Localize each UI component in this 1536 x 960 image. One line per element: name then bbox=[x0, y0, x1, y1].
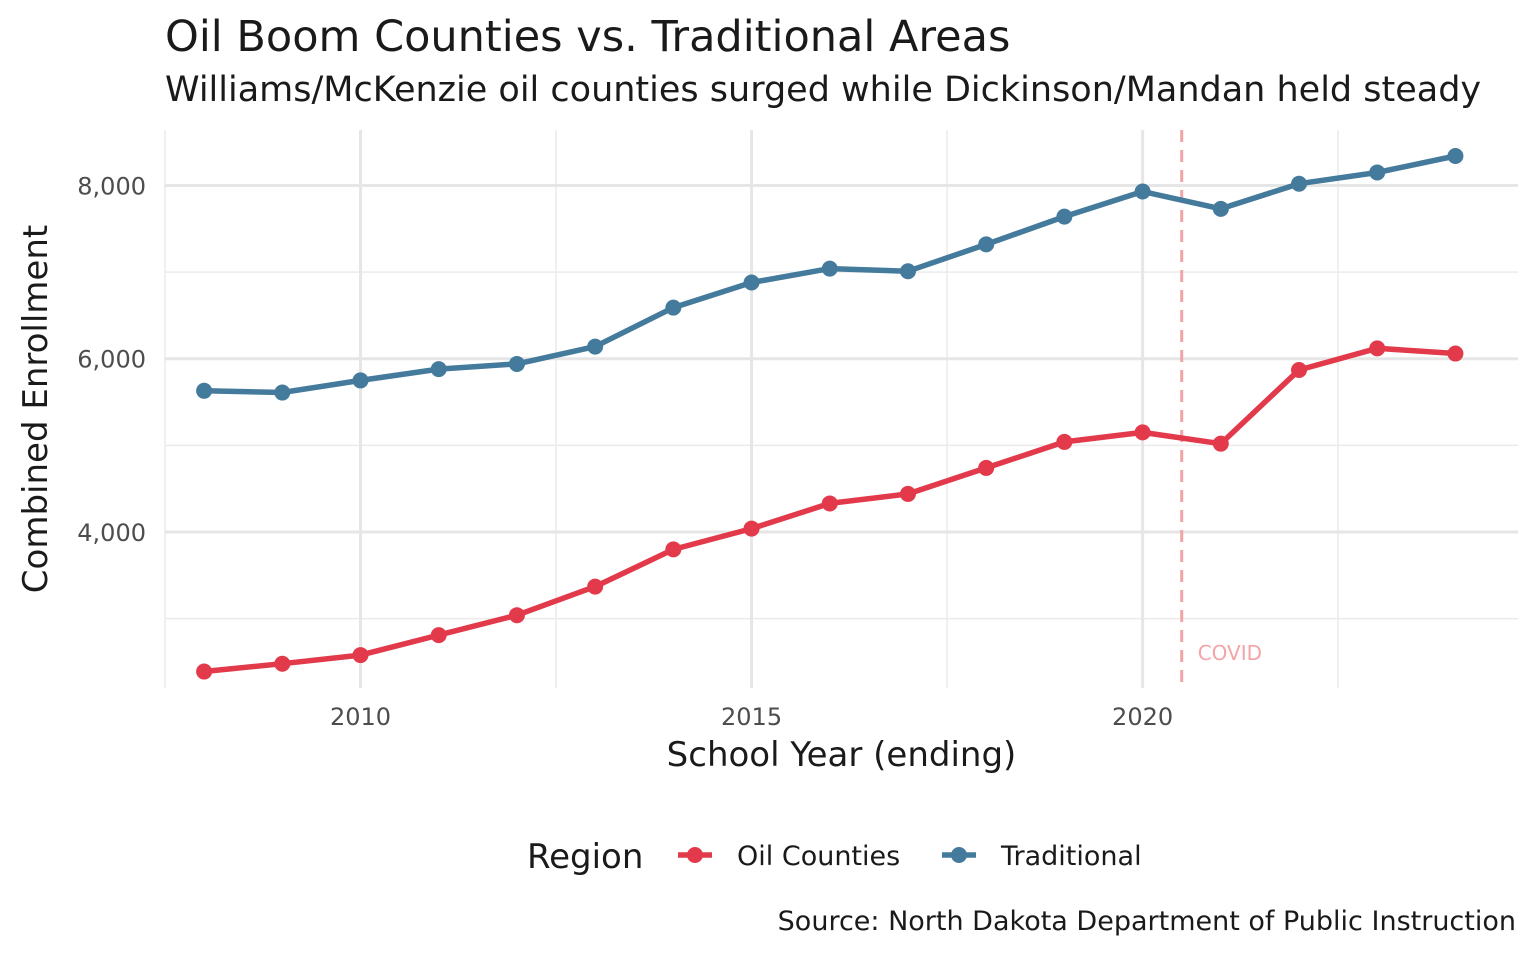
data-point bbox=[508, 355, 525, 372]
y-tick-label: 4,000 bbox=[77, 519, 146, 547]
data-point bbox=[352, 647, 369, 664]
data-point bbox=[1212, 435, 1229, 452]
y-tick-label: 8,000 bbox=[77, 172, 146, 200]
data-point bbox=[821, 495, 838, 512]
data-point bbox=[1447, 147, 1464, 164]
data-point bbox=[899, 263, 916, 280]
legend: Region Oil Counties Traditional bbox=[527, 837, 1142, 877]
data-point bbox=[196, 382, 213, 399]
data-point bbox=[978, 459, 995, 476]
x-axis-title: School Year (ending) bbox=[667, 735, 1017, 775]
data-point bbox=[1056, 433, 1073, 450]
legend-label: Traditional bbox=[1000, 841, 1142, 872]
legend-title: Region bbox=[527, 837, 643, 877]
x-tick-label: 2015 bbox=[721, 703, 782, 731]
data-point bbox=[978, 236, 995, 253]
data-point bbox=[665, 299, 682, 316]
data-point bbox=[352, 372, 369, 389]
data-point bbox=[196, 663, 213, 680]
data-point bbox=[587, 338, 604, 355]
chart-title: Oil Boom Counties vs. Traditional Areas bbox=[165, 12, 1011, 62]
data-point bbox=[1056, 208, 1073, 225]
data-point bbox=[1134, 424, 1151, 441]
data-point bbox=[665, 541, 682, 558]
data-point bbox=[743, 520, 760, 537]
data-point bbox=[1369, 340, 1386, 357]
data-point bbox=[430, 627, 447, 644]
data-point bbox=[1212, 200, 1229, 217]
data-point bbox=[1134, 183, 1151, 200]
data-point bbox=[821, 260, 838, 277]
legend-label: Oil Counties bbox=[737, 841, 900, 872]
data-point bbox=[1447, 345, 1464, 362]
data-point bbox=[1291, 362, 1308, 379]
x-tick-label: 2020 bbox=[1112, 703, 1173, 731]
data-point bbox=[1291, 175, 1308, 192]
grid bbox=[164, 130, 1518, 688]
legend-key-point bbox=[951, 847, 967, 863]
covid-label: COVID bbox=[1198, 641, 1262, 665]
legend-key-point bbox=[687, 847, 703, 863]
data-point bbox=[743, 274, 760, 291]
series-lines bbox=[196, 147, 1464, 680]
y-axis-title: Combined Enrollment bbox=[16, 225, 56, 593]
x-tick-label: 2010 bbox=[330, 703, 391, 731]
chart-subtitle: Williams/McKenzie oil counties surged wh… bbox=[165, 70, 1482, 110]
y-tick-label: 6,000 bbox=[77, 346, 146, 374]
data-point bbox=[274, 655, 291, 672]
data-point bbox=[274, 384, 291, 401]
data-point bbox=[508, 607, 525, 624]
data-point bbox=[899, 485, 916, 502]
data-point bbox=[1369, 164, 1386, 181]
axis-labels: 2010 2015 2020 4,000 6,000 8,000 School Year (… bbox=[16, 172, 1173, 775]
data-point bbox=[587, 578, 604, 595]
data-point bbox=[430, 361, 447, 378]
chart-caption: Source: North Dakota Department of Publi… bbox=[777, 906, 1516, 937]
covid-annotation: COVID bbox=[1180, 130, 1262, 688]
